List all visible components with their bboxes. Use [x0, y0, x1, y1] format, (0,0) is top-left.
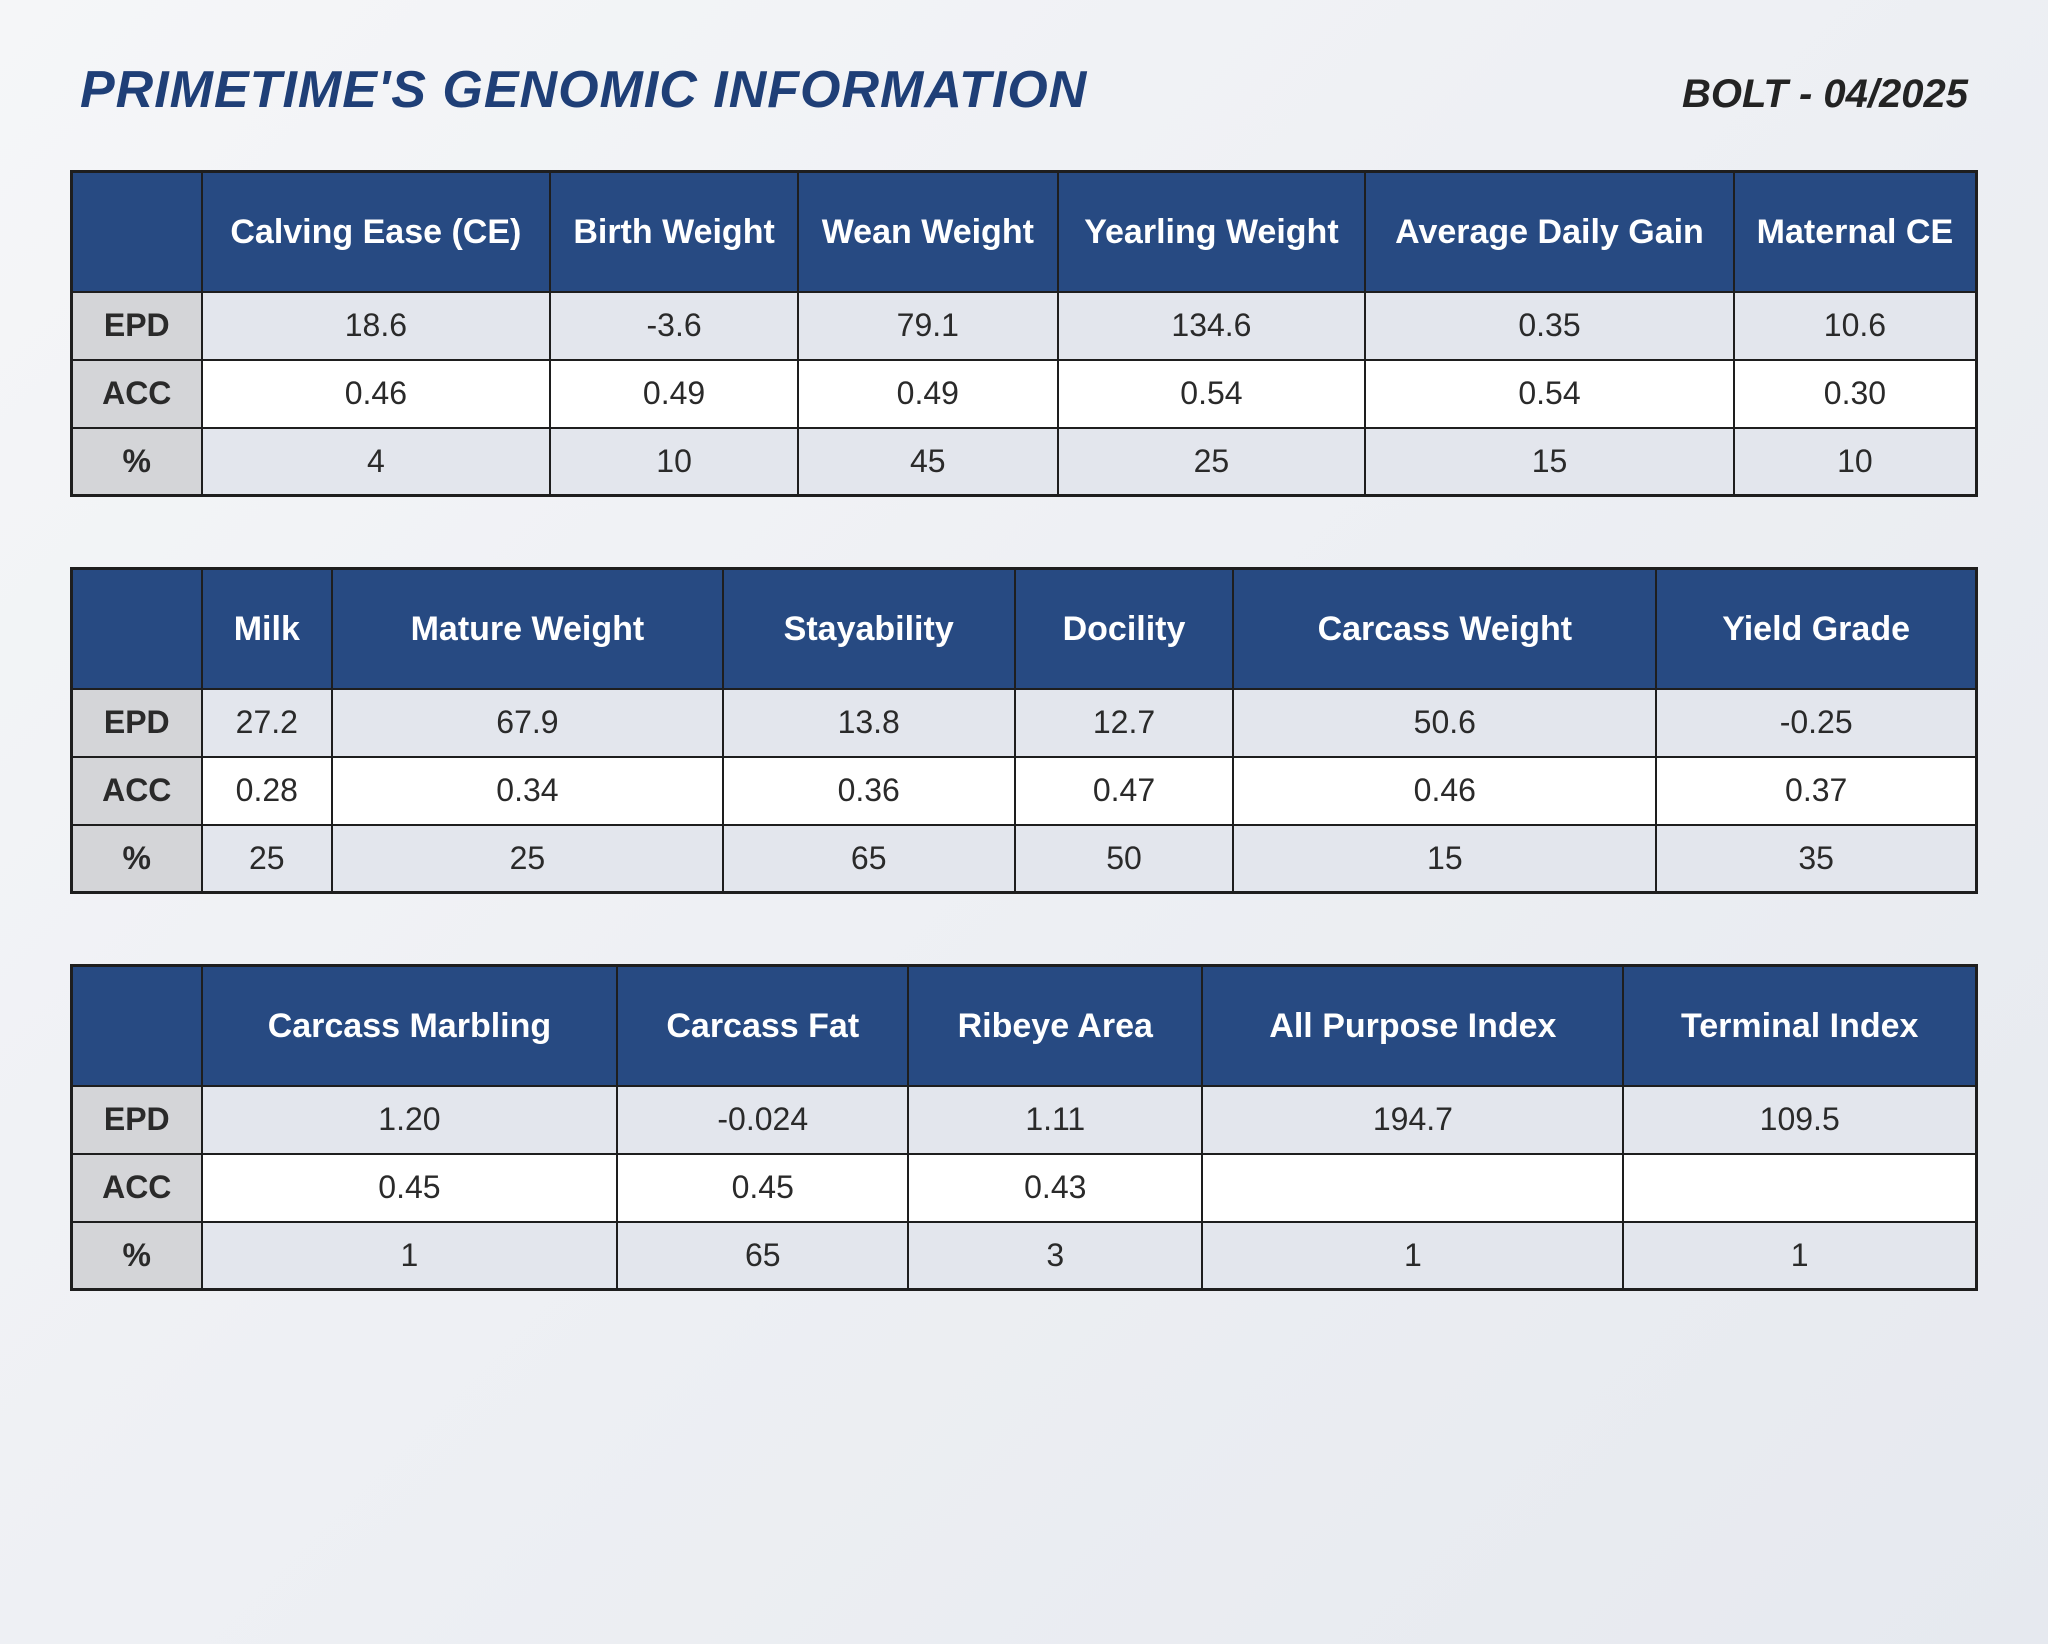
cell: 134.6	[1058, 292, 1365, 360]
cell: 0.43	[908, 1154, 1202, 1222]
cell: 25	[332, 825, 723, 893]
col-header: Terminal Index	[1623, 966, 1976, 1086]
cell: 67.9	[332, 689, 723, 757]
cell: 15	[1365, 428, 1734, 496]
cell: 0.49	[798, 360, 1058, 428]
cell: 0.45	[617, 1154, 908, 1222]
table-corner	[72, 569, 202, 689]
cell: -0.024	[617, 1086, 908, 1154]
cell: -0.25	[1656, 689, 1976, 757]
col-header: Average Daily Gain	[1365, 172, 1734, 292]
cell: 50	[1015, 825, 1234, 893]
cell	[1623, 1154, 1976, 1222]
col-header: Maternal CE	[1734, 172, 1977, 292]
genomic-table-1: Calving Ease (CE) Birth Weight Wean Weig…	[70, 170, 1978, 497]
row-label: %	[72, 1222, 202, 1290]
cell: 194.7	[1202, 1086, 1623, 1154]
genomic-table-2: Milk Mature Weight Stayability Docility …	[70, 567, 1978, 894]
table-row-acc: ACC 0.45 0.45 0.43	[72, 1154, 1977, 1222]
table-corner	[72, 172, 202, 292]
page-header: PRIMETIME'S GENOMIC INFORMATION BOLT - 0…	[70, 60, 1978, 120]
cell: 25	[202, 825, 333, 893]
table-row-acc: ACC 0.28 0.34 0.36 0.47 0.46 0.37	[72, 757, 1977, 825]
cell: 0.37	[1656, 757, 1976, 825]
cell: 0.54	[1365, 360, 1734, 428]
row-label: ACC	[72, 757, 202, 825]
cell	[1202, 1154, 1623, 1222]
cell: 1	[1202, 1222, 1623, 1290]
col-header: Mature Weight	[332, 569, 723, 689]
col-header: Calving Ease (CE)	[202, 172, 551, 292]
cell: 0.45	[202, 1154, 618, 1222]
cell: 79.1	[798, 292, 1058, 360]
col-header: Carcass Weight	[1233, 569, 1656, 689]
cell: 12.7	[1015, 689, 1234, 757]
table-row-epd: EPD 1.20 -0.024 1.11 194.7 109.5	[72, 1086, 1977, 1154]
cell: 13.8	[723, 689, 1015, 757]
cell: 15	[1233, 825, 1656, 893]
col-header: Yield Grade	[1656, 569, 1976, 689]
cell: 65	[723, 825, 1015, 893]
cell: 3	[908, 1222, 1202, 1290]
row-label: ACC	[72, 1154, 202, 1222]
col-header: Milk	[202, 569, 333, 689]
col-header: Carcass Fat	[617, 966, 908, 1086]
page-title: PRIMETIME'S GENOMIC INFORMATION	[80, 60, 1087, 120]
cell: 18.6	[202, 292, 551, 360]
row-label: EPD	[72, 689, 202, 757]
col-header: Stayability	[723, 569, 1015, 689]
cell: 0.46	[1233, 757, 1656, 825]
col-header: All Purpose Index	[1202, 966, 1623, 1086]
cell: 0.28	[202, 757, 333, 825]
table-row-pct: % 4 10 45 25 15 10	[72, 428, 1977, 496]
row-label: %	[72, 428, 202, 496]
table-row-epd: EPD 27.2 67.9 13.8 12.7 50.6 -0.25	[72, 689, 1977, 757]
table-row-acc: ACC 0.46 0.49 0.49 0.54 0.54 0.30	[72, 360, 1977, 428]
cell: 65	[617, 1222, 908, 1290]
cell: 25	[1058, 428, 1365, 496]
cell: 1.20	[202, 1086, 618, 1154]
cell: 109.5	[1623, 1086, 1976, 1154]
table-row-pct: % 1 65 3 1 1	[72, 1222, 1977, 1290]
cell: 10	[1734, 428, 1977, 496]
row-label: %	[72, 825, 202, 893]
cell: 45	[798, 428, 1058, 496]
col-header: Wean Weight	[798, 172, 1058, 292]
cell: 10	[550, 428, 798, 496]
cell: 1.11	[908, 1086, 1202, 1154]
cell: -3.6	[550, 292, 798, 360]
cell: 0.54	[1058, 360, 1365, 428]
col-header: Docility	[1015, 569, 1234, 689]
cell: 50.6	[1233, 689, 1656, 757]
cell: 4	[202, 428, 551, 496]
cell: 27.2	[202, 689, 333, 757]
cell: 1	[1623, 1222, 1976, 1290]
col-header: Birth Weight	[550, 172, 798, 292]
col-header: Ribeye Area	[908, 966, 1202, 1086]
cell: 0.49	[550, 360, 798, 428]
cell: 0.46	[202, 360, 551, 428]
cell: 10.6	[1734, 292, 1977, 360]
col-header: Carcass Marbling	[202, 966, 618, 1086]
cell: 0.35	[1365, 292, 1734, 360]
cell: 0.36	[723, 757, 1015, 825]
cell: 35	[1656, 825, 1976, 893]
table-corner	[72, 966, 202, 1086]
cell: 0.47	[1015, 757, 1234, 825]
page-subtitle: BOLT - 04/2025	[1682, 72, 1968, 117]
table-row-pct: % 25 25 65 50 15 35	[72, 825, 1977, 893]
cell: 0.30	[1734, 360, 1977, 428]
col-header: Yearling Weight	[1058, 172, 1365, 292]
table-row-epd: EPD 18.6 -3.6 79.1 134.6 0.35 10.6	[72, 292, 1977, 360]
genomic-table-3: Carcass Marbling Carcass Fat Ribeye Area…	[70, 964, 1978, 1291]
row-label: ACC	[72, 360, 202, 428]
cell: 0.34	[332, 757, 723, 825]
cell: 1	[202, 1222, 618, 1290]
row-label: EPD	[72, 292, 202, 360]
row-label: EPD	[72, 1086, 202, 1154]
